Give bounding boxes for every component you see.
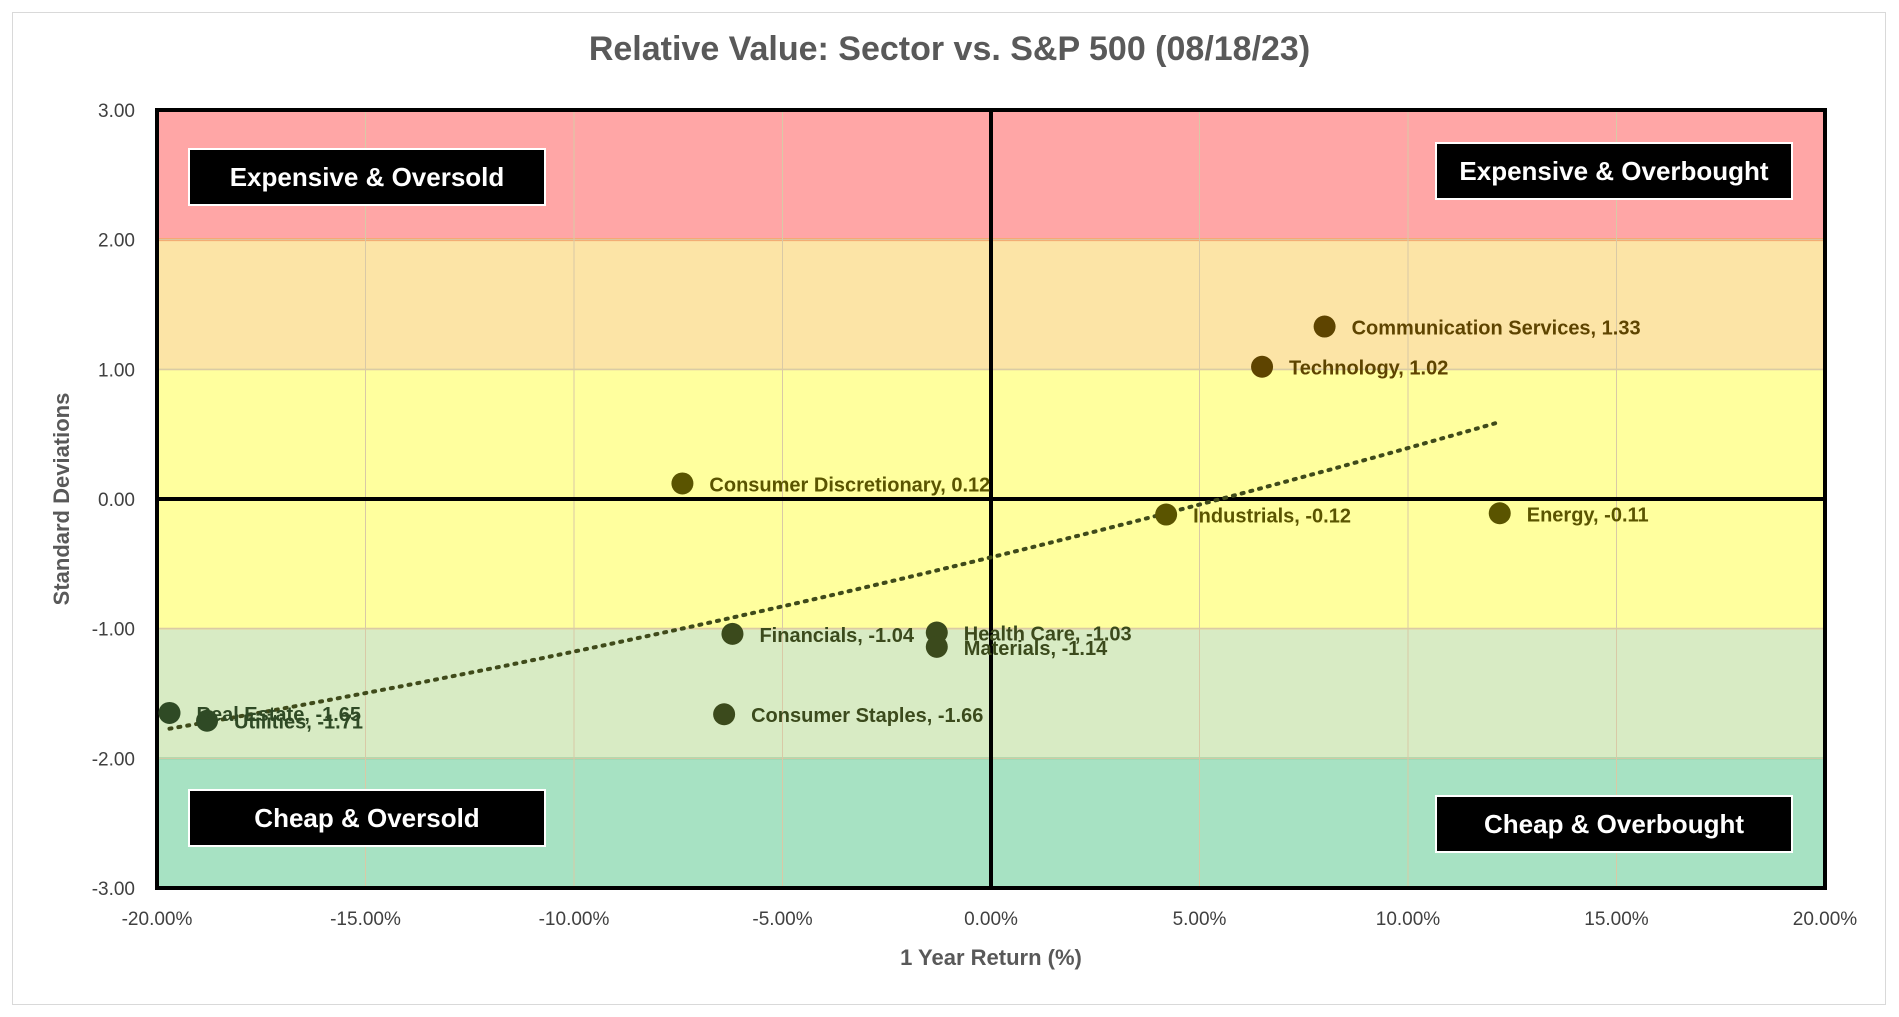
- x-tick-label-5: 5.00%: [1173, 909, 1227, 930]
- data-point-8: [713, 703, 736, 726]
- x-tick-label-4: 0.00%: [964, 909, 1018, 930]
- data-point-10: [196, 709, 219, 732]
- x-tick-label-8: 20.00%: [1793, 909, 1858, 930]
- data-label-9: Real Estate, -1.65: [197, 704, 362, 726]
- quadrant-label-top-right: Expensive & Overbought: [1435, 142, 1793, 200]
- data-label-4: Energy, -0.11: [1527, 504, 1649, 526]
- data-labels: Communication Services, 1.33 Technology, …: [197, 318, 1649, 734]
- data-label-10: Utilities, -1.71: [234, 712, 363, 734]
- data-label-3: Industrials, -0.12: [1193, 506, 1351, 528]
- data-point-9: [158, 701, 181, 724]
- x-tick-labels: -20.00% -15.00% -10.00% -5.00% 0.00% 5.00% 10.…: [122, 909, 1858, 930]
- data-point-0: [1313, 315, 1336, 338]
- x-axis-title: 1 Year Return (%): [900, 945, 1082, 970]
- data-label-0: Communication Services, 1.33: [1352, 318, 1641, 340]
- data-label-2: Consumer Discretionary, 0.12: [709, 474, 990, 496]
- y-tick-label-2: 1.00: [98, 360, 135, 381]
- data-points: [158, 315, 1511, 732]
- y-tick-label-5: -2.00: [92, 749, 135, 770]
- data-point-7: [925, 635, 948, 658]
- y-tick-label-1: 2.00: [98, 231, 135, 252]
- x-tick-label-2: -10.00%: [539, 909, 610, 930]
- x-tick-label-0: -20.00%: [122, 909, 193, 930]
- chart-title: Relative Value: Sector vs. S&P 500 (08/1…: [588, 30, 1311, 68]
- axis-lines: [155, 108, 1827, 890]
- data-label-8: Consumer Staples, -1.66: [751, 705, 983, 727]
- quadrant-label-top-left: Expensive & Oversold: [188, 148, 546, 206]
- x-tick-label-3: -5.00%: [752, 909, 812, 930]
- data-point-2: [671, 472, 694, 495]
- y-tick-label-6: -3.00: [92, 879, 135, 900]
- data-label-5: Financials, -1.04: [759, 625, 914, 647]
- data-point-4: [1488, 502, 1511, 525]
- y-tick-labels: 3.00 2.00 1.00 0.00 -1.00 -2.00 -3.00: [92, 101, 135, 900]
- data-point-1: [1251, 355, 1274, 378]
- data-label-7: Materials, -1.14: [964, 638, 1108, 660]
- y-axis-title: Standard Deviations: [49, 393, 74, 606]
- x-tick-label-7: 15.00%: [1584, 909, 1649, 930]
- x-tick-label-6: 10.00%: [1376, 909, 1441, 930]
- y-tick-label-0: 3.00: [98, 101, 135, 122]
- data-label-6: Health Care, -1.03: [964, 624, 1132, 646]
- data-point-5: [721, 622, 744, 645]
- y-tick-label-4: -1.00: [92, 620, 135, 641]
- quadrant-label-bottom-left: Cheap & Oversold: [188, 789, 546, 847]
- data-label-1: Technology, 1.02: [1289, 358, 1448, 380]
- data-point-3: [1155, 503, 1178, 526]
- y-tick-label-3: 0.00: [98, 490, 135, 511]
- x-tick-label-1: -15.00%: [330, 909, 401, 930]
- trendline: [167, 420, 1502, 731]
- quadrant-label-bottom-right: Cheap & Overbought: [1435, 795, 1793, 853]
- trendline-layer: [167, 420, 1502, 731]
